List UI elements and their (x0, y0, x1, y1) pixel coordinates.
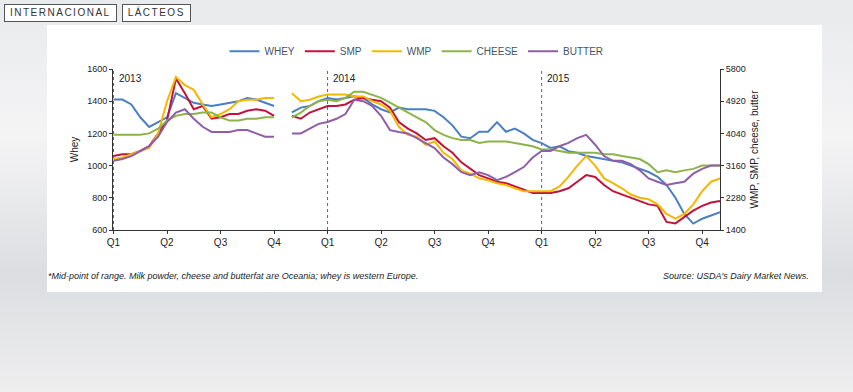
svg-text:1600: 1600 (87, 64, 107, 74)
svg-text:WMP, SMP, cheese, butter: WMP, SMP, cheese, butter (749, 90, 760, 209)
svg-text:2014: 2014 (333, 73, 356, 84)
svg-text:Q2: Q2 (160, 237, 174, 248)
svg-text:Q3: Q3 (642, 237, 656, 248)
svg-text:4040: 4040 (726, 129, 746, 139)
svg-text:WMP: WMP (407, 46, 432, 57)
svg-text:1400: 1400 (87, 96, 107, 106)
svg-text:Q1: Q1 (107, 237, 121, 248)
html-text:INTERNACIONAL: INTERNACIONAL (10, 7, 111, 18)
svg-text:5800: 5800 (726, 64, 746, 74)
svg-text:Q1: Q1 (535, 237, 549, 248)
svg-text:Q4: Q4 (267, 237, 281, 248)
svg-text:Q2: Q2 (588, 237, 602, 248)
svg-text:Q2: Q2 (374, 237, 388, 248)
svg-text:BUTTER: BUTTER (563, 46, 603, 57)
svg-text:4920: 4920 (726, 96, 746, 106)
svg-text:Q3: Q3 (214, 237, 228, 248)
svg-text:Whey: Whey (69, 137, 80, 163)
svg-text:*Mid-point of range. Milk powd: *Mid-point of range. Milk powder, cheese… (48, 271, 418, 281)
svg-text:3160: 3160 (726, 161, 746, 171)
svg-text:Q4: Q4 (695, 237, 709, 248)
svg-text:800: 800 (92, 193, 107, 203)
svg-text:CHEESE: CHEESE (477, 46, 518, 57)
svg-text:600: 600 (92, 225, 107, 235)
svg-text:SMP: SMP (340, 46, 362, 57)
svg-text:1400: 1400 (726, 225, 746, 235)
svg-text:WHEY: WHEY (265, 46, 295, 57)
svg-text:Q4: Q4 (481, 237, 495, 248)
svg-text:Q1: Q1 (321, 237, 335, 248)
html-text:LÁCTEOS: LÁCTEOS (127, 7, 185, 18)
svg-text:Source: USDA's Dairy Market Ne: Source: USDA's Dairy Market News. (663, 271, 809, 281)
svg-text:1000: 1000 (87, 161, 107, 171)
svg-text:2013: 2013 (119, 73, 142, 84)
svg-text:1200: 1200 (87, 129, 107, 139)
svg-text:2015: 2015 (547, 73, 570, 84)
svg-text:2280: 2280 (726, 193, 746, 203)
svg-text:Q3: Q3 (428, 237, 442, 248)
